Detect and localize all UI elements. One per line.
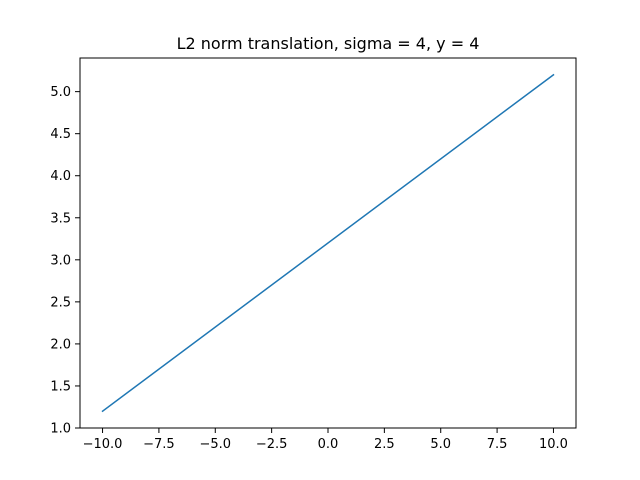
x-tick-label: 0.0 (318, 437, 339, 452)
plot-frame (79, 57, 577, 429)
y-tick-label: 4.0 (50, 169, 71, 184)
y-tick-label: 1.5 (50, 379, 71, 394)
tick-layer: −10.0 −7.5 −5.0 −2.5 0.0 2.5 5.0 7.5 10.0 1.0 1.5 2… (50, 85, 568, 452)
y-tick-label: 3.0 (50, 253, 71, 268)
series-layer (101, 73, 555, 413)
series-line-0 (101, 73, 555, 413)
x-tick-label: 10.0 (539, 437, 568, 452)
x-tick-label: −10.0 (83, 437, 123, 452)
x-tick-label: −5.0 (199, 437, 231, 452)
y-tick-label: 4.5 (50, 127, 71, 142)
x-tick-label: 5.0 (430, 437, 451, 452)
x-tick-label: 7.5 (487, 437, 508, 452)
x-tick-label: 2.5 (374, 437, 395, 452)
y-tick-label: 5.0 (50, 85, 71, 100)
y-tick-label: 1.0 (50, 422, 71, 437)
y-tick-label: 2.5 (50, 295, 71, 310)
chart-title: L2 norm translation, sigma = 4, y = 4 (177, 34, 480, 53)
y-tick-label: 3.5 (50, 211, 71, 226)
x-tick-label: −7.5 (143, 437, 175, 452)
x-tick-label: −2.5 (256, 437, 288, 452)
y-tick-label: 2.0 (50, 337, 71, 352)
